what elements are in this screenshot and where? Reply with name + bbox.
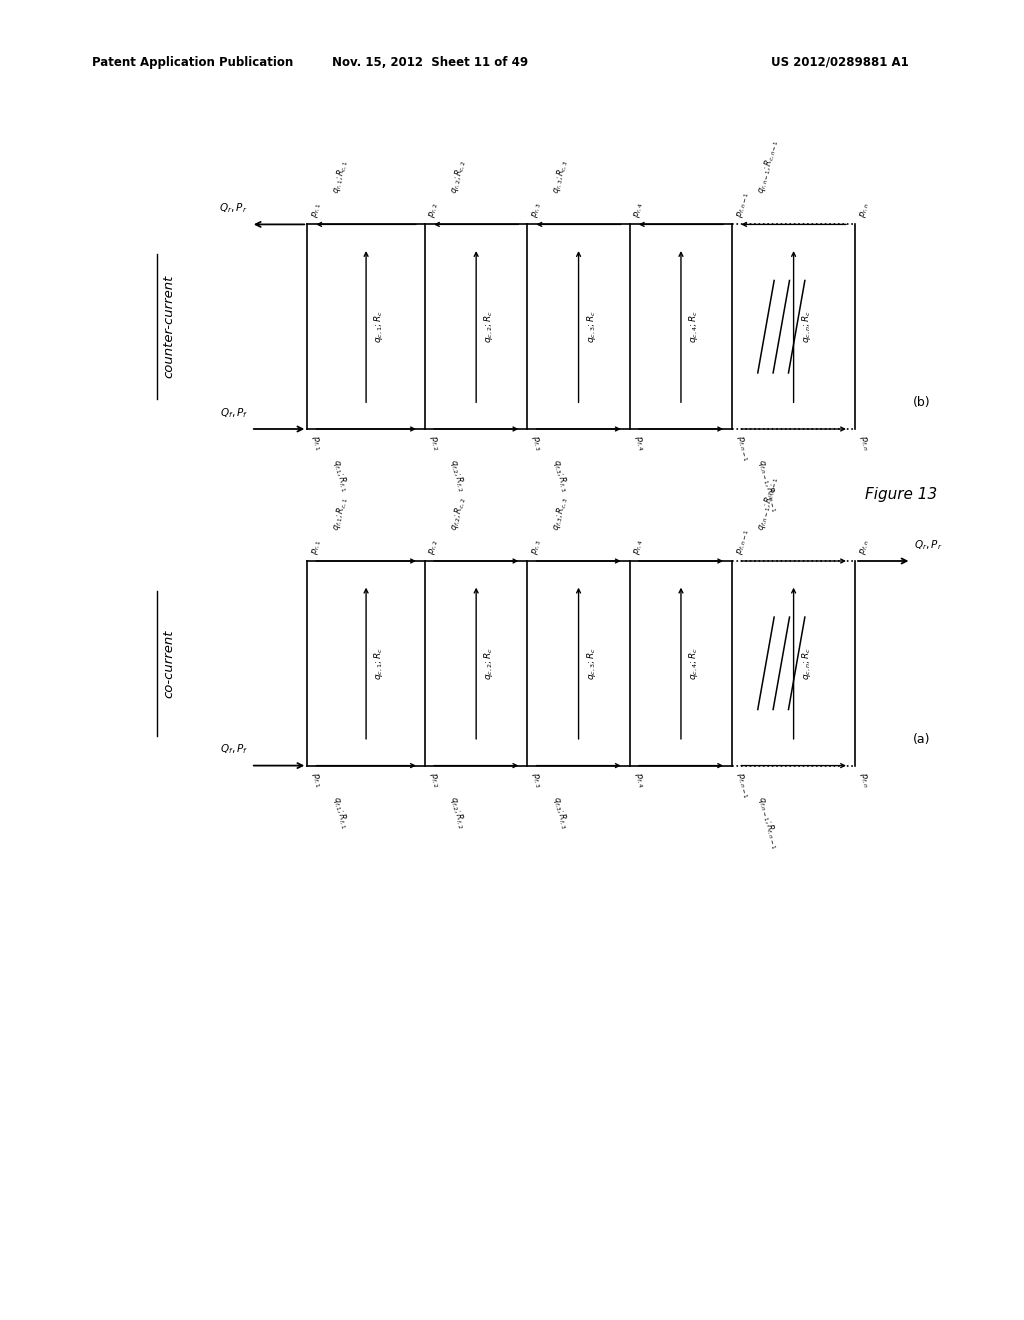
Text: $p_{f,3}$: $p_{f,3}$ <box>529 771 544 789</box>
Text: $q_{f,3}; R_{f,3}$: $q_{f,3}; R_{f,3}$ <box>550 458 571 494</box>
Text: $q_{c,3}; R_c$: $q_{c,3}; R_c$ <box>585 310 597 343</box>
Text: $p_{f,2}$: $p_{f,2}$ <box>427 771 441 789</box>
Text: $p_{f,2}$: $p_{f,2}$ <box>427 434 441 453</box>
Text: (a): (a) <box>912 733 931 746</box>
Text: $p_{f,n}$: $p_{f,n}$ <box>857 771 871 789</box>
Text: $p_{f,4}$: $p_{f,4}$ <box>632 434 646 453</box>
Text: $p_{r,4}$: $p_{r,4}$ <box>632 201 646 219</box>
Text: $q_{f,n-1}; R_{c,n-1}$: $q_{f,n-1}; R_{c,n-1}$ <box>755 475 781 532</box>
Text: $Q_r, P_r$: $Q_r, P_r$ <box>914 539 943 552</box>
Text: $p_{r,1}$: $p_{r,1}$ <box>309 537 324 556</box>
Text: $q_{f,2}; R_{f,2}$: $q_{f,2}; R_{f,2}$ <box>447 795 469 830</box>
Text: $q_{f,1}; R_{f,1}$: $q_{f,1}; R_{f,1}$ <box>330 795 351 830</box>
Text: $p_{f,n-1}$: $p_{f,n-1}$ <box>734 191 752 219</box>
Text: $p_{f,n-1}$: $p_{f,n-1}$ <box>734 771 752 799</box>
Text: $q_{c,2}; R_c$: $q_{c,2}; R_c$ <box>482 310 496 343</box>
Text: Figure 13: Figure 13 <box>865 487 937 503</box>
Text: $q_{c,1}; R_c$: $q_{c,1}; R_c$ <box>373 310 385 343</box>
Text: counter-current: counter-current <box>163 275 175 379</box>
Text: $q_{f,2}; R_{f,2}$: $q_{f,2}; R_{f,2}$ <box>447 458 469 494</box>
Text: $Q_f, P_f$: $Q_f, P_f$ <box>220 407 248 420</box>
Text: $q_{f,1}; R_{f,1}$: $q_{f,1}; R_{f,1}$ <box>330 458 351 494</box>
Text: $p_{r,2}$: $p_{r,2}$ <box>427 537 441 556</box>
Text: $p_{f,1}$: $p_{f,1}$ <box>309 434 324 451</box>
Text: $p_{r,n}$: $p_{r,n}$ <box>857 201 871 219</box>
Text: $q_{c,4}; R_c$: $q_{c,4}; R_c$ <box>687 647 700 680</box>
Text: $q_{f,1}; R_{c,1}$: $q_{f,1}; R_{c,1}$ <box>330 495 351 532</box>
Text: $p_{f,1}$: $p_{f,1}$ <box>309 771 324 788</box>
Text: $p_{f,n}$: $p_{f,n}$ <box>857 434 871 453</box>
Text: Nov. 15, 2012  Sheet 11 of 49: Nov. 15, 2012 Sheet 11 of 49 <box>332 55 528 69</box>
Text: $q_{c,3}; R_c$: $q_{c,3}; R_c$ <box>585 647 597 680</box>
Text: co-current: co-current <box>163 630 175 697</box>
Text: $q_{r,n-1}; R_{c,n-1}$: $q_{r,n-1}; R_{c,n-1}$ <box>755 139 781 195</box>
Text: $q_{r,3}; R_{c,3}$: $q_{r,3}; R_{c,3}$ <box>550 158 571 195</box>
Text: (b): (b) <box>912 396 931 409</box>
Text: $q_{f,3}; R_{c,3}$: $q_{f,3}; R_{c,3}$ <box>550 495 571 532</box>
Text: $Q_r, P_r$: $Q_r, P_r$ <box>219 202 248 215</box>
Text: Patent Application Publication: Patent Application Publication <box>92 55 294 69</box>
Text: $p_{f,n-1}$: $p_{f,n-1}$ <box>734 528 752 556</box>
Text: $q_{c,2}; R_c$: $q_{c,2}; R_c$ <box>482 647 496 680</box>
Text: $q_{r,2}; R_{c,2}$: $q_{r,2}; R_{c,2}$ <box>447 158 469 195</box>
Text: US 2012/0289881 A1: US 2012/0289881 A1 <box>771 55 908 69</box>
Text: $p_{r,4}$: $p_{r,4}$ <box>632 537 646 556</box>
Text: $q_{c,n}; R_c$: $q_{c,n}; R_c$ <box>800 310 812 343</box>
Text: $p_{r,2}$: $p_{r,2}$ <box>427 201 441 219</box>
Text: $q_{c,4}; R_c$: $q_{c,4}; R_c$ <box>687 310 700 343</box>
Text: $q_{f,2}; R_{c,2}$: $q_{f,2}; R_{c,2}$ <box>447 495 469 532</box>
Text: $p_{r,3}$: $p_{r,3}$ <box>529 201 544 219</box>
Text: $p_{f,3}$: $p_{f,3}$ <box>529 434 544 453</box>
Text: $p_{f,n}$: $p_{f,n}$ <box>857 537 871 556</box>
Text: $Q_f, P_f$: $Q_f, P_f$ <box>220 743 248 756</box>
Text: $p_{f,n-1}$: $p_{f,n-1}$ <box>734 434 752 462</box>
Text: $q_{c,1}; R_c$: $q_{c,1}; R_c$ <box>373 647 385 680</box>
Text: $p_{f,4}$: $p_{f,4}$ <box>632 771 646 789</box>
Text: $q_{c,n}; R_c$: $q_{c,n}; R_c$ <box>800 647 812 680</box>
Text: $q_{f,n-1}; R_{f,n-1}$: $q_{f,n-1}; R_{f,n-1}$ <box>755 458 781 513</box>
Text: $p_{r,3}$: $p_{r,3}$ <box>529 537 544 556</box>
Text: $q_{f,n-1}; R_{f,n-1}$: $q_{f,n-1}; R_{f,n-1}$ <box>755 795 781 850</box>
Text: $q_{f,3}; R_{f,3}$: $q_{f,3}; R_{f,3}$ <box>550 795 571 830</box>
Text: $q_{r,1}; R_{c,1}$: $q_{r,1}; R_{c,1}$ <box>330 158 351 195</box>
Text: $p_{r,1}$: $p_{r,1}$ <box>309 201 324 219</box>
